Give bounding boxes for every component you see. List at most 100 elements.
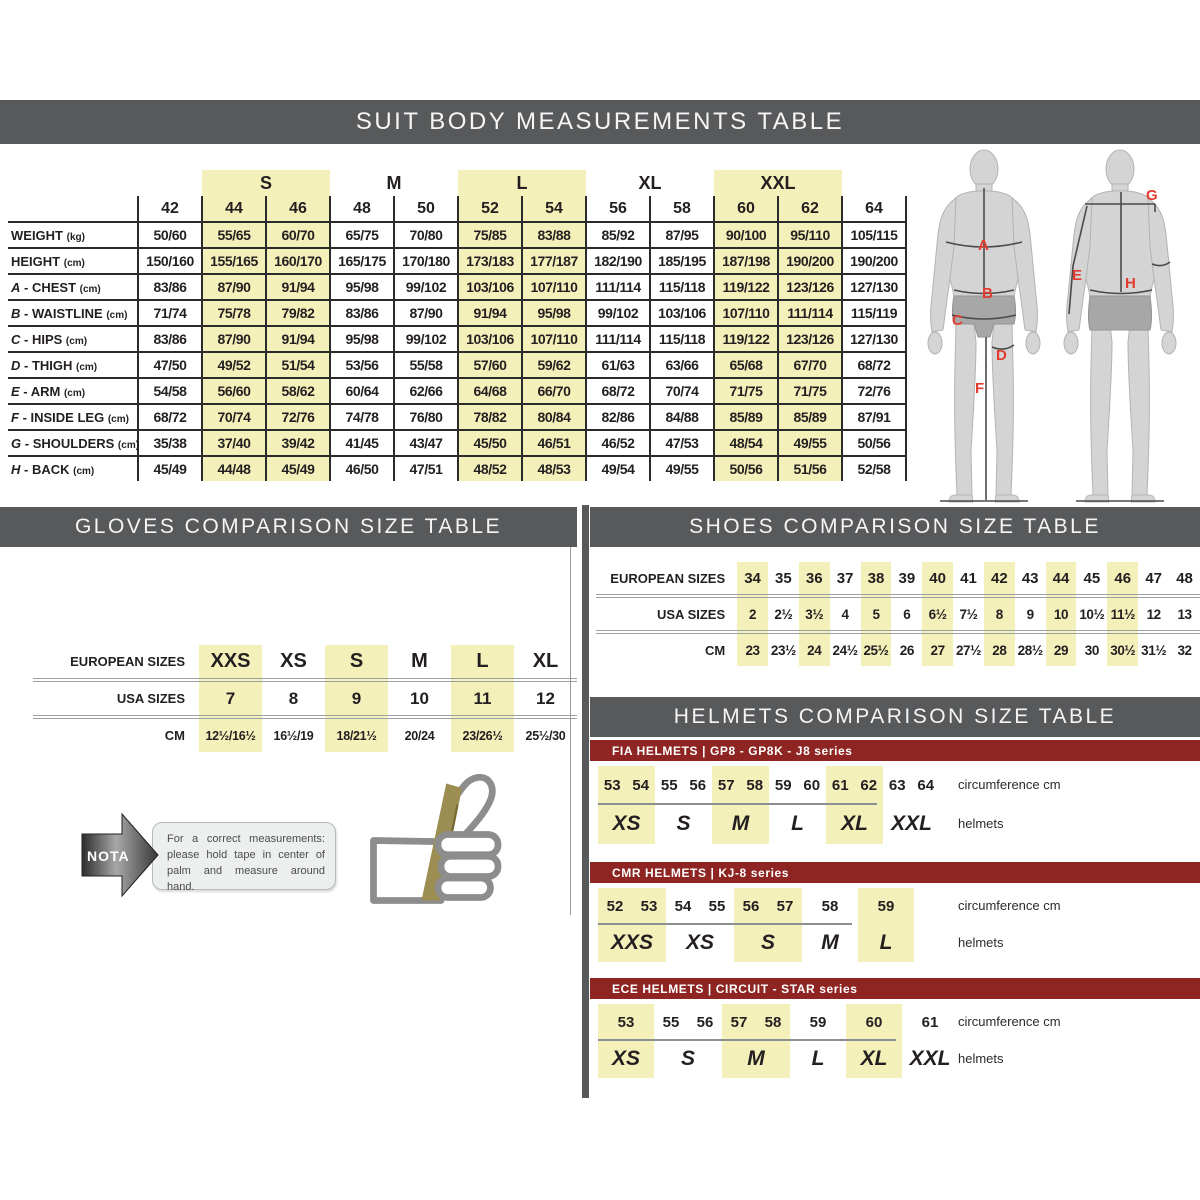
shoes-cell: 37: [829, 562, 861, 598]
shoes-cell: 30½: [1107, 632, 1139, 666]
suit-cell: 79/82: [264, 299, 331, 326]
suit-size-group: L: [458, 170, 587, 196]
helmet-size-group: 52 53 XXS: [598, 888, 666, 962]
gloves-row-label: USA SIZES: [33, 680, 199, 719]
helmet-circumference-value: 54: [632, 776, 650, 794]
shoes-cell: 10: [1045, 596, 1077, 634]
helmet-circumference-value: 53: [603, 776, 621, 794]
helmet-circumference-values: 57 58: [712, 766, 769, 804]
nota-arrow-icon: NOTA: [81, 812, 159, 898]
helmets-label: helmets: [958, 816, 1004, 831]
helmet-circumference-value: 58: [746, 776, 764, 794]
suit-table-row: D - THIGH (cm) 47/50 49/52 51/54 53/56 55/58 5…: [8, 351, 908, 378]
suit-cell: 45/49: [137, 455, 202, 481]
shoes-cell: 12: [1138, 596, 1170, 634]
suit-size-col-header: 62: [777, 196, 843, 222]
suit-size-group: XXL: [714, 170, 843, 196]
fia-helmets-header: FIA HELMETS | GP8 - GP8K - J8 series: [590, 740, 1200, 761]
helmet-circumference-value: 60: [865, 1013, 883, 1031]
suit-cell: 64/68: [457, 377, 523, 404]
suit-cell: 45/49: [264, 455, 331, 481]
suit-cell: 39/42: [264, 429, 331, 456]
suit-cell: 80/84: [521, 403, 587, 430]
suit-cell: 87/95: [649, 221, 715, 248]
shoes-cell: 40: [922, 562, 954, 598]
helmet-circumference-values: 53 54: [598, 766, 655, 804]
gloves-cell: 9: [325, 680, 388, 719]
helmet-circumference-value: 56: [742, 897, 760, 915]
shoes-cell: 7½: [953, 596, 984, 634]
helmet-circumference-value: 59: [877, 897, 895, 915]
helmet-circumference-value: 53: [640, 897, 658, 915]
suit-cell: 66/70: [521, 377, 587, 404]
gloves-table-row: USA SIZES 7 8 9 10 11 12: [33, 680, 577, 719]
suit-cell: 35/38: [137, 429, 202, 456]
helmet-circumference-value: 55: [660, 776, 678, 794]
suit-cell: 46/51: [521, 429, 587, 456]
shoes-cell: 28: [983, 632, 1015, 666]
suit-cell: 107/110: [521, 325, 587, 352]
suit-cell: 99/102: [393, 325, 459, 352]
suit-cell: 91/94: [264, 325, 331, 352]
shoes-cell: 11½: [1107, 596, 1139, 634]
measure-letter-hips: C: [952, 312, 963, 329]
suit-row-letter: D: [11, 357, 21, 373]
suit-cell: 90/100: [713, 221, 779, 248]
suit-cell: 44/48: [201, 455, 266, 481]
vertical-divider: [582, 505, 589, 1098]
suit-cell: 50/56: [713, 455, 779, 481]
suit-row-letter: H: [11, 461, 21, 477]
suit-cell: 47/53: [649, 429, 715, 456]
suit-cell: 115/118: [649, 273, 715, 300]
suit-cell: 173/183: [457, 247, 523, 274]
suit-cell: 190/200: [841, 247, 908, 274]
helmet-circumference-value: 52: [606, 897, 624, 915]
shoes-cell: 2: [737, 596, 768, 634]
suit-cell: 50/60: [137, 221, 202, 248]
suit-cell: 47/51: [393, 455, 459, 481]
shoes-row-label: EUROPEAN SIZES: [596, 562, 738, 598]
helmet-circumference-value: 59: [774, 776, 792, 794]
suit-cell: 182/190: [585, 247, 651, 274]
helmet-circumference-value: 58: [764, 1013, 782, 1031]
suit-cell: 52/58: [841, 455, 908, 481]
suit-cell: 76/80: [393, 403, 459, 430]
helmet-circumference-values: 54 55: [666, 888, 734, 924]
suit-cell: 65/75: [329, 221, 395, 248]
suit-row-unit: (cm): [106, 309, 128, 321]
cmr-helmets-header: CMR HELMETS | KJ-8 series: [590, 862, 1200, 883]
helmet-circumference-value: 61: [921, 1013, 939, 1031]
helmet-circumference-value: 55: [662, 1013, 680, 1031]
suit-table-row: WEIGHT (kg) 50/60 55/65 60/70 65/75 70/80 75/8…: [8, 221, 908, 248]
measure-letter-back: H: [1125, 275, 1136, 292]
suit-cell: 72/76: [841, 377, 908, 404]
suit-cell: 115/118: [649, 325, 715, 352]
shoes-cell: 23: [737, 632, 768, 666]
suit-cell: 65/68: [713, 351, 779, 378]
helmet-size-group: 59 60 L: [769, 766, 826, 844]
gloves-table-title: GLOVES COMPARISON SIZE TABLE: [0, 507, 577, 547]
suit-cell: 67/70: [777, 351, 843, 378]
suit-row-unit: (cm): [107, 413, 129, 425]
shoes-cell: 25½: [860, 632, 892, 666]
suit-cell: 119/122: [713, 273, 779, 300]
shoes-cell: 31½: [1141, 642, 1167, 658]
shoes-cell: 34: [737, 562, 768, 598]
helmet-circumference-values: 60: [846, 1004, 902, 1040]
suit-cell: 48/52: [457, 455, 523, 481]
helmet-circumference-value: 58: [821, 897, 839, 915]
suit-cell: 83/86: [329, 299, 395, 326]
suit-cell: 49/54: [585, 455, 651, 481]
helmet-size-label: XS: [685, 931, 714, 954]
gloves-cell: 20/24: [404, 728, 435, 743]
suit-cell: 177/187: [521, 247, 587, 274]
helmet-table-divider-line: [598, 1039, 896, 1041]
helmet-circumference-value: 60: [803, 776, 821, 794]
suit-cell: 85/92: [585, 221, 651, 248]
suit-size-col-header: 42: [137, 196, 202, 222]
helmet-circumference-values: 59: [858, 888, 914, 924]
suit-cell: 68/72: [841, 351, 908, 378]
suit-row-label: G - SHOULDERS (cm): [8, 429, 139, 456]
helmet-circumference-value: 53: [617, 1013, 635, 1031]
suit-cell: 127/130: [841, 325, 908, 352]
